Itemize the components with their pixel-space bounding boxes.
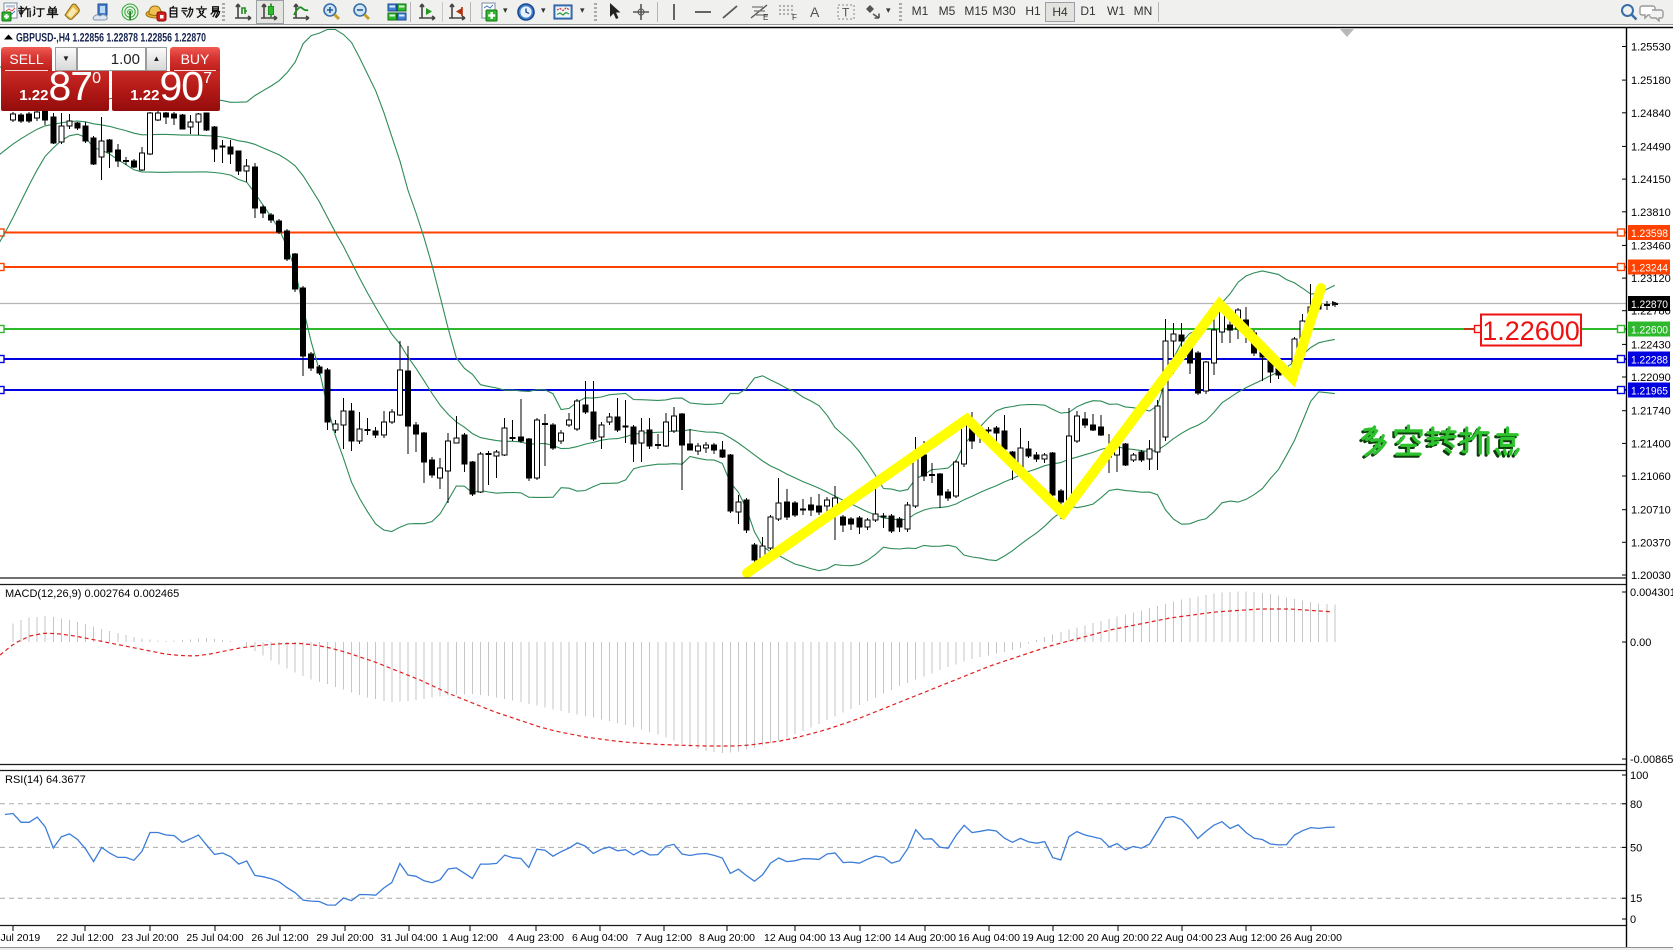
svg-text:1.20370: 1.20370: [1631, 537, 1671, 549]
svg-text:MACD(12,26,9) 0.002764 0.00246: MACD(12,26,9) 0.002764 0.002465: [5, 588, 179, 600]
svg-text:1.22288: 1.22288: [1631, 355, 1668, 367]
svg-text:31 Jul 04:00: 31 Jul 04:00: [380, 932, 437, 944]
svg-text:E: E: [763, 13, 768, 22]
svg-text:16 Aug 04:00: 16 Aug 04:00: [958, 932, 1020, 944]
svg-text:RSI(14) 64.3677: RSI(14) 64.3677: [5, 774, 86, 786]
svg-text:1.24150: 1.24150: [1631, 174, 1671, 186]
svg-text:1.25530: 1.25530: [1631, 42, 1671, 54]
svg-text:1.21400: 1.21400: [1631, 438, 1671, 450]
svg-text:1.22870: 1.22870: [1631, 299, 1668, 311]
svg-text:A: A: [810, 4, 820, 20]
svg-text:80: 80: [1630, 799, 1642, 811]
svg-text:23 Aug 12:00: 23 Aug 12:00: [1215, 932, 1277, 944]
svg-text:1.23460: 1.23460: [1631, 240, 1671, 252]
svg-text:1.25180: 1.25180: [1631, 75, 1671, 87]
svg-text:0.004301: 0.004301: [1630, 587, 1673, 599]
svg-text:100: 100: [1630, 770, 1648, 782]
svg-text:20 Aug 20:00: 20 Aug 20:00: [1087, 932, 1149, 944]
svg-text:1.24490: 1.24490: [1631, 141, 1671, 153]
svg-text:19 Aug 12:00: 19 Aug 12:00: [1022, 932, 1084, 944]
svg-text:26 Aug 20:00: 26 Aug 20:00: [1280, 932, 1342, 944]
svg-text:GBPUSD-,H4 1.22856 1.22878 1.: GBPUSD-,H4 1.22856 1.22878 1.22856 1.228…: [16, 33, 206, 45]
svg-text:22 Jul 12:00: 22 Jul 12:00: [56, 932, 113, 944]
svg-text:19 Jul 2019: 19 Jul 2019: [0, 932, 40, 944]
svg-text:1.22600: 1.22600: [1631, 325, 1668, 337]
svg-text:1.20710: 1.20710: [1631, 505, 1671, 517]
svg-text:50: 50: [1630, 842, 1642, 854]
svg-text:1 Aug 12:00: 1 Aug 12:00: [442, 932, 498, 944]
svg-text:13 Aug 12:00: 13 Aug 12:00: [829, 932, 891, 944]
svg-text:1.22090: 1.22090: [1631, 372, 1671, 384]
svg-text:4 Aug 23:00: 4 Aug 23:00: [508, 932, 564, 944]
svg-text:0.00: 0.00: [1630, 637, 1651, 649]
svg-text:14 Aug 20:00: 14 Aug 20:00: [894, 932, 956, 944]
svg-text:1.21740: 1.21740: [1631, 406, 1671, 418]
svg-text:26 Jul 12:00: 26 Jul 12:00: [251, 932, 308, 944]
svg-text:0: 0: [1630, 914, 1636, 926]
svg-text:1.22600: 1.22600: [1482, 316, 1580, 346]
svg-text:1.21060: 1.21060: [1631, 471, 1671, 483]
svg-text:1.23598: 1.23598: [1631, 228, 1668, 240]
svg-text:F: F: [792, 13, 797, 22]
svg-text:1.24840: 1.24840: [1631, 108, 1671, 120]
svg-text:25 Jul 04:00: 25 Jul 04:00: [186, 932, 243, 944]
svg-text:1.20030: 1.20030: [1631, 570, 1671, 582]
svg-text:1.22430: 1.22430: [1631, 339, 1671, 351]
svg-text:1.23120: 1.23120: [1631, 273, 1671, 285]
svg-text:12 Aug 04:00: 12 Aug 04:00: [764, 932, 826, 944]
svg-text:7 Aug 12:00: 7 Aug 12:00: [636, 932, 692, 944]
svg-text:1.21965: 1.21965: [1631, 386, 1668, 398]
svg-text:8 Aug 20:00: 8 Aug 20:00: [699, 932, 755, 944]
svg-text:22 Aug 04:00: 22 Aug 04:00: [1151, 932, 1213, 944]
svg-text:T: T: [842, 6, 850, 20]
svg-text:29 Jul 20:00: 29 Jul 20:00: [316, 932, 373, 944]
svg-text:6 Aug 04:00: 6 Aug 04:00: [572, 932, 628, 944]
svg-text:1.23810: 1.23810: [1631, 207, 1671, 219]
svg-text:1.23244: 1.23244: [1631, 263, 1668, 275]
svg-text:15: 15: [1630, 893, 1642, 905]
svg-text:23 Jul 20:00: 23 Jul 20:00: [121, 932, 178, 944]
